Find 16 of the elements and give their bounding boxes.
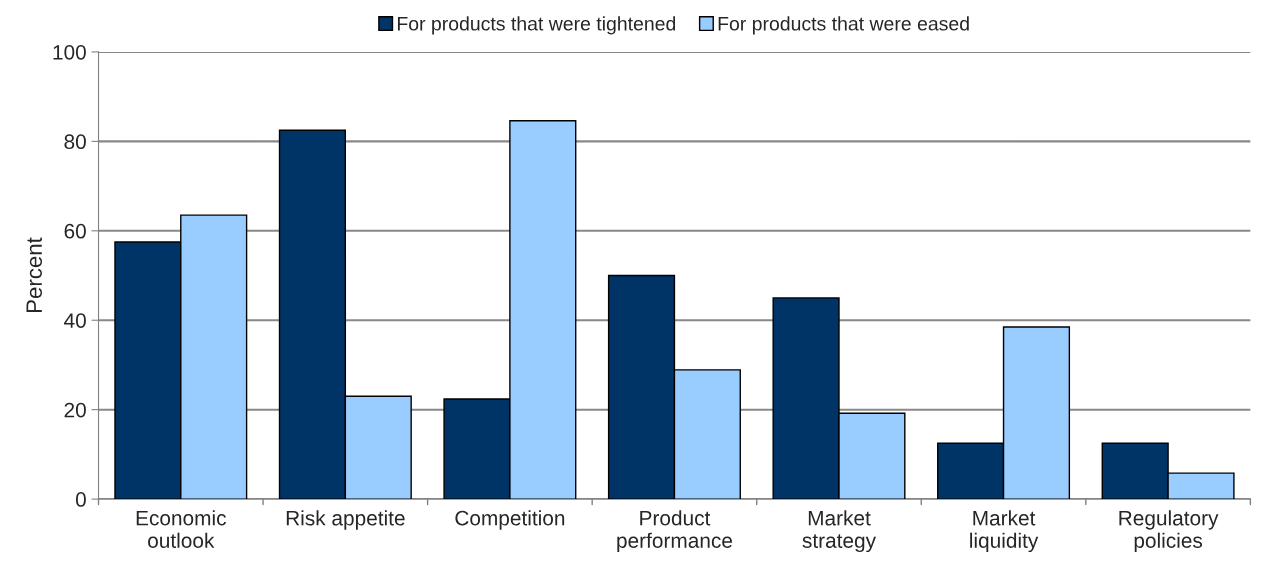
y-axis-title: Percent: [26, 237, 42, 312]
x-tick-label: Risk appetite: [286, 510, 405, 530]
y-tick-label: 40: [64, 313, 86, 328]
y-tick-label: 0: [75, 492, 86, 507]
y-tick-label: 20: [64, 402, 86, 418]
x-tick-label: Product performance: [617, 510, 732, 553]
legend-label: For products that were eased: [718, 16, 969, 35]
x-tick-label: Market strategy: [802, 510, 877, 553]
y-tick-label: 60: [64, 223, 86, 239]
x-tick-label: Market liquidity: [970, 510, 1039, 553]
x-tick-label: Competition: [455, 510, 565, 530]
legend-label: For products that were tightened: [397, 16, 676, 35]
x-tick-label: Regulatory policies: [1119, 510, 1219, 553]
y-tick-label: 100: [53, 44, 86, 60]
x-tick-label: Economic outlook: [136, 510, 226, 548]
y-tick-label: 80: [64, 134, 86, 150]
